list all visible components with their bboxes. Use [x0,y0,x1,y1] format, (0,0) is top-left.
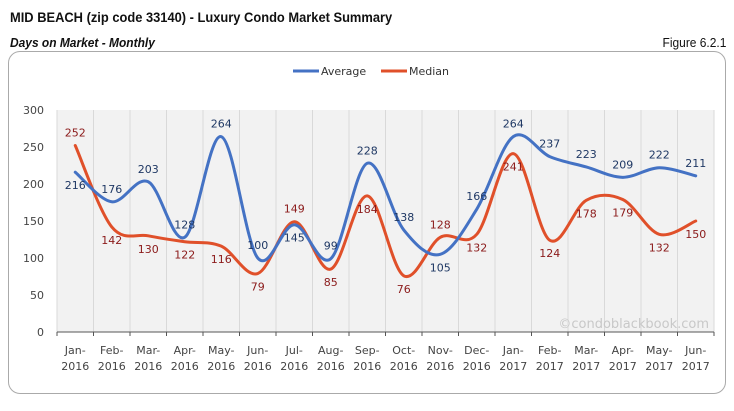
data-label-median: 149 [284,203,305,216]
x-tick-label: 2016 [390,360,418,373]
chart-subtitle: Days on Market - Monthly [10,35,155,50]
x-tick-label: 2016 [463,360,491,373]
x-tick-label: 2016 [61,360,89,373]
data-label-median: 130 [138,243,159,256]
data-label-median: 128 [430,218,451,231]
y-tick-label: 0 [37,326,44,339]
data-label-median: 79 [251,281,265,294]
x-tick-label: Nov- [428,344,453,357]
x-tick-label: 2016 [244,360,272,373]
y-tick-label: 150 [23,215,44,228]
x-tick-label: Apr- [174,344,196,357]
x-tick-label: Oct- [392,344,415,357]
data-label-average: 237 [539,138,560,151]
x-tick-label: 2016 [98,360,126,373]
x-tick-label: May- [208,344,235,357]
data-label-average: 145 [284,232,305,245]
x-tick-label: Jan- [502,344,524,357]
x-tick-label: 2016 [317,360,345,373]
x-tick-label: Mar- [136,344,160,357]
series-line-median [73,144,698,278]
data-label-median: 179 [612,207,633,220]
data-label-average: 228 [357,144,378,157]
data-label-average: 216 [65,179,86,192]
x-tick-label: Jun- [246,344,268,357]
y-tick-label: 250 [23,141,44,154]
data-label-median: 241 [503,161,524,174]
x-tick-label: 2017 [499,360,527,373]
data-label-average: 138 [393,211,414,224]
figure-number: Figure 6.2.1 [662,35,726,50]
data-label-average: 128 [174,218,195,231]
data-label-average: 99 [324,240,338,253]
data-label-median: 184 [357,203,378,216]
data-label-average: 222 [649,149,670,162]
data-label-median: 132 [649,241,670,254]
y-tick-label: 200 [23,178,44,191]
x-tick-label: 2016 [426,360,454,373]
x-tick-label: Aug- [318,344,343,357]
data-label-median: 132 [466,241,487,254]
x-tick-label: Feb- [538,344,561,357]
data-label-median: 124 [539,247,560,260]
series-line-average [73,133,698,263]
data-label-average: 223 [576,148,597,161]
data-label-median: 76 [397,283,411,296]
x-tick-label: 2016 [280,360,308,373]
data-label-average: 176 [101,183,122,196]
x-tick-label: Jun- [684,344,706,357]
data-label-average: 211 [685,157,706,170]
data-label-average: 166 [466,190,487,203]
x-tick-label: Sep- [355,344,380,357]
x-tick-label: Mar- [574,344,598,357]
y-tick-label: 100 [23,252,44,265]
data-label-median: 122 [174,249,195,262]
x-tick-label: 2016 [134,360,162,373]
watermark: ©condoblackbook.com [558,317,709,332]
legend-label-median: Median [409,65,449,78]
x-tick-label: 2017 [536,360,564,373]
data-label-median: 252 [65,127,86,140]
x-tick-label: 2016 [353,360,381,373]
data-label-average: 203 [138,163,159,176]
data-label-median: 150 [685,228,706,241]
data-label-median: 85 [324,276,338,289]
y-tick-label: 50 [30,289,44,302]
legend-label-average: Average [321,65,366,78]
chart-frame [8,51,726,394]
x-tick-label: Jul- [285,344,303,357]
x-tick-label: 2017 [609,360,637,373]
data-label-average: 105 [430,261,451,274]
x-tick-label: 2017 [682,360,710,373]
data-label-average: 264 [503,118,524,131]
x-tick-label: 2016 [171,360,199,373]
data-label-average: 100 [247,239,268,252]
data-label-average: 209 [612,158,633,171]
x-tick-label: Feb- [100,344,123,357]
y-tick-label: 300 [23,104,44,117]
x-tick-label: May- [646,344,673,357]
x-tick-label: Apr- [612,344,634,357]
page-title: MID BEACH (zip code 33140) - Luxury Cond… [10,9,393,25]
data-label-median: 142 [101,234,122,247]
data-label-median: 116 [211,253,232,266]
x-tick-label: Dec- [464,344,489,357]
data-label-median: 178 [576,207,597,220]
x-tick-label: 2016 [207,360,235,373]
x-tick-label: 2017 [572,360,600,373]
x-tick-label: Jan- [64,344,86,357]
data-label-average: 264 [211,118,232,131]
x-tick-label: 2017 [645,360,673,373]
